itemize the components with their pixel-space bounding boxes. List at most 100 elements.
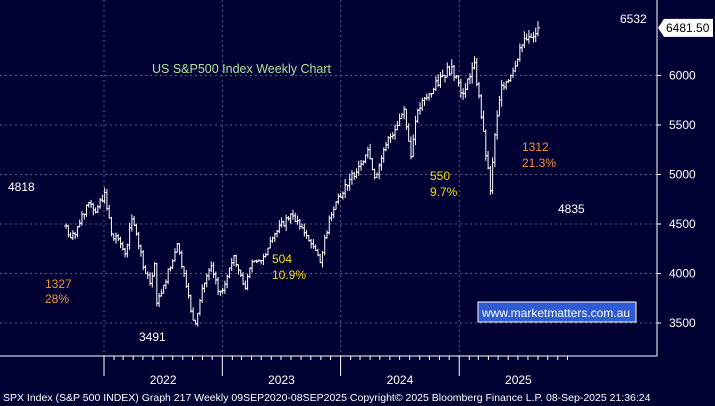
weekly-bar [479,94,484,120]
weekly-bar [470,62,475,84]
weekly-bar [172,248,177,262]
weekly-bar [91,203,96,216]
weekly-bar [361,160,366,165]
weekly-bar [152,262,157,277]
weekly-bar [163,279,168,290]
weekly-bar [168,266,173,272]
weekly-bar [175,242,180,253]
weekly-bar [209,261,214,272]
y-tick-label: 6000 [669,69,696,83]
x-tick-label: 2024 [387,373,414,387]
weekly-bar [461,88,466,100]
y-tick-label: 4000 [669,267,696,281]
weekly-bar [368,143,373,160]
weekly-bar [399,112,404,120]
weekly-bar [331,206,336,219]
weekly-bar [456,75,461,87]
weekly-bar [490,157,495,195]
weekly-bar [533,27,538,43]
annotation-drop-pct-2022: 28% [45,292,69,306]
y-tick-label: 4500 [669,217,696,231]
weekly-bar [481,110,486,132]
weekly-bar [123,247,128,258]
annotation-high-2025: 6532 [620,12,647,26]
weekly-bar [188,294,193,313]
weekly-bar [379,155,384,171]
weekly-bar [222,280,227,294]
annotation-low-2025: 4835 [558,202,585,216]
weekly-bar [75,226,80,238]
weekly-bar [397,113,402,126]
weekly-bar [113,232,118,244]
weekly-bar [179,250,184,269]
weekly-bar [336,193,341,205]
weekly-bar [420,97,425,111]
weekly-bar [234,254,239,268]
weekly-bar [247,267,252,279]
watermark-text: www.marketmatters.com.au [481,306,630,320]
weekly-bar [154,262,159,307]
weekly-bar [324,230,329,239]
weekly-bar [406,123,411,142]
weekly-bar [197,298,202,316]
weekly-bar [304,230,309,239]
weekly-bar [202,282,207,293]
weekly-bar [343,179,348,199]
weekly-bar [320,250,325,268]
weekly-bar [356,160,361,176]
weekly-bar [497,95,502,117]
watermark-box [477,301,637,323]
weekly-bar [293,212,298,223]
weekly-bar [150,272,155,288]
price-bars [64,21,540,327]
weekly-bar [129,214,134,232]
weekly-bar [465,78,470,91]
weekly-bar [191,307,196,321]
weekly-bar [227,267,232,279]
weekly-bar [216,276,221,296]
last-price-label: 6481.50 [666,21,710,35]
weekly-bar [433,76,438,92]
weekly-bar [161,284,166,294]
weekly-bar [511,67,516,78]
weekly-bar [352,171,357,180]
annotation-drop-points-2025: 1312 [522,140,549,154]
weekly-bar [266,247,271,256]
weekly-bar [374,172,379,179]
annotation-high-2022: 4818 [8,180,35,194]
weekly-bar [363,154,368,164]
x-axis: 2022 2023 2024 2025 [0,355,657,387]
x-tick-label: 2022 [150,373,177,387]
weekly-bar [102,187,107,204]
weekly-bar [383,141,388,152]
y-tick-label: 3500 [669,316,696,330]
weekly-bar [415,108,420,124]
weekly-bar [184,269,189,288]
weekly-bar [213,271,218,285]
y-tick-label: 5000 [669,168,696,182]
weekly-bar [73,231,78,239]
weekly-bar [231,254,236,267]
weekly-bar [200,284,205,303]
weekly-bar [211,262,216,278]
weekly-bar [408,136,413,160]
y-tick-label: 5500 [669,118,696,132]
weekly-bar [109,216,114,237]
weekly-bar [474,57,479,87]
weekly-bar [536,21,540,37]
weekly-bar [311,239,316,249]
chart-title: US S&P500 Index Weekly Chart [152,62,332,76]
weekly-bar [284,214,289,232]
annotation-low-2022: 3491 [139,330,166,344]
weekly-bar [241,272,246,286]
x-tick-label: 2025 [505,373,532,387]
weekly-bar [349,170,354,185]
weekly-bar [279,217,284,228]
weekly-bar [261,253,266,266]
weekly-bar [79,211,84,226]
weekly-bar [182,265,187,278]
chart-footer: SPX Index (S&P 500 INDEX) Graph 217 Week… [3,392,651,404]
weekly-bar [118,236,123,249]
weekly-bar [127,222,132,250]
